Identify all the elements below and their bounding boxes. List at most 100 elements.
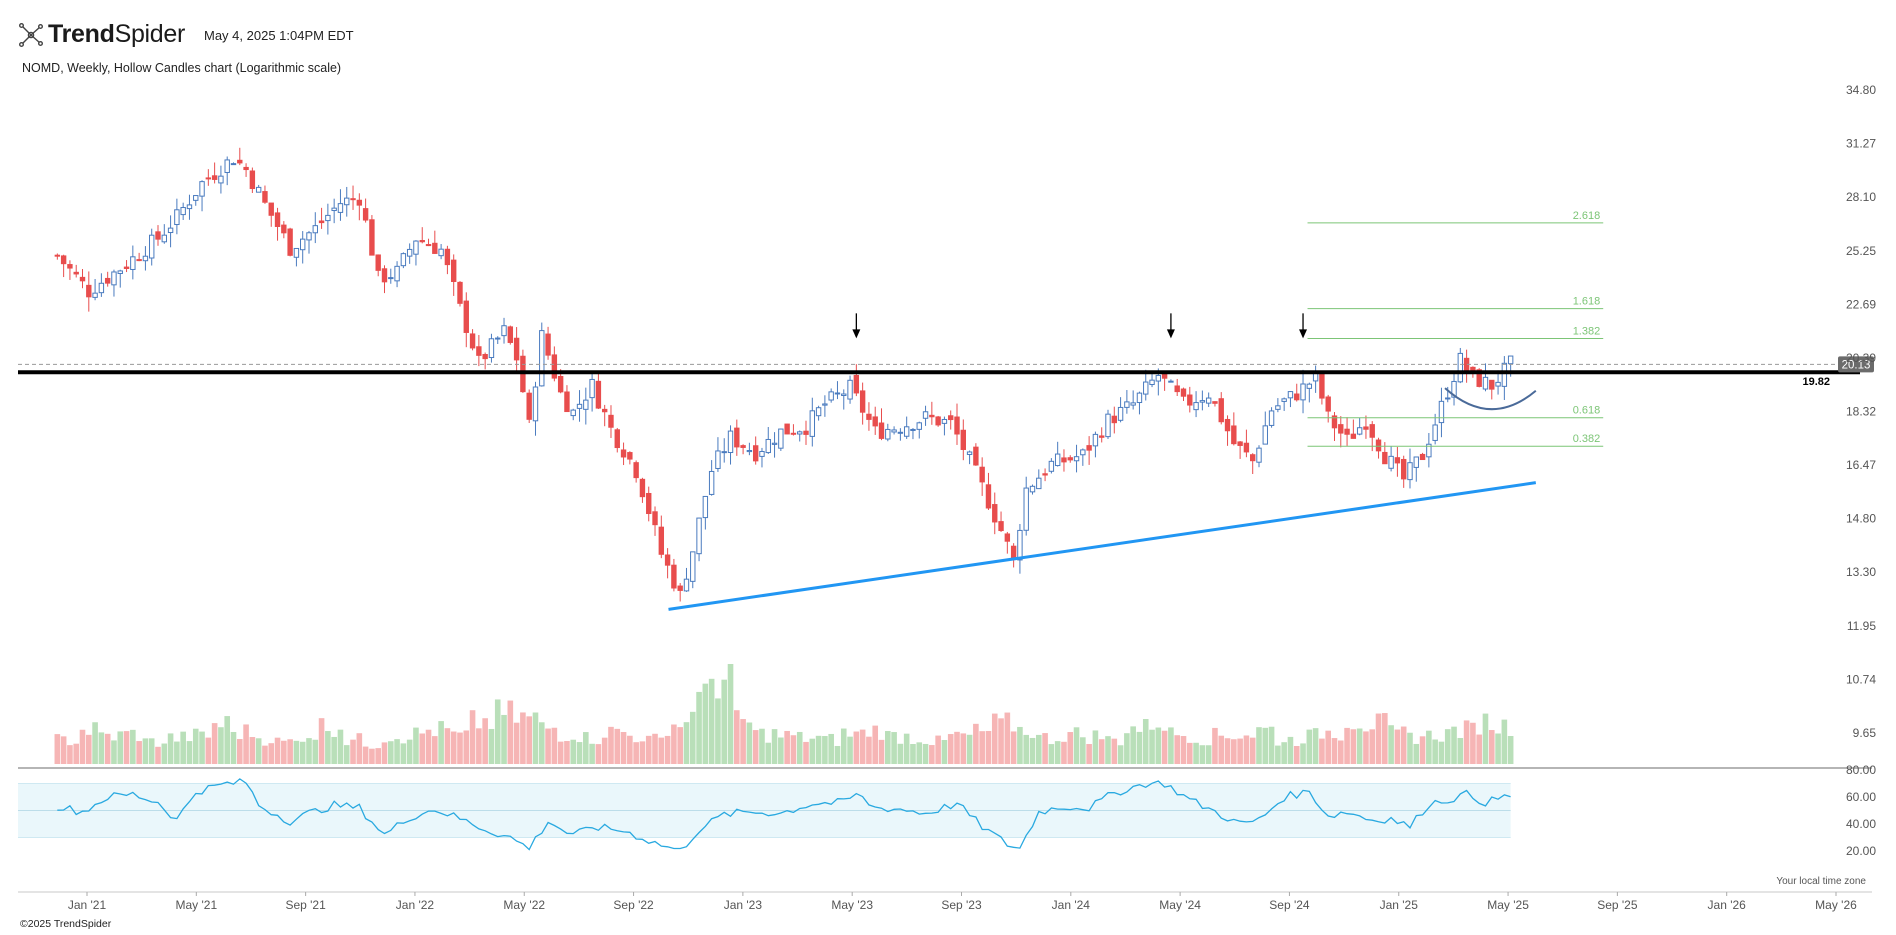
volume-bar xyxy=(1262,727,1269,764)
volume-bar xyxy=(1149,729,1155,764)
candle-body xyxy=(1054,453,1061,467)
candle-body xyxy=(916,422,922,430)
volume-bar xyxy=(1363,731,1369,764)
volume-bar xyxy=(1382,713,1388,764)
volume-bar xyxy=(935,735,941,764)
volume-bar xyxy=(872,725,879,764)
volume-bar xyxy=(400,743,407,764)
candle-body xyxy=(834,392,841,395)
candle-body xyxy=(891,429,897,433)
candle-body xyxy=(482,353,488,360)
volume-bar xyxy=(1035,734,1042,764)
volume-bar xyxy=(92,722,98,764)
volume-bar xyxy=(482,718,488,764)
volume-bar xyxy=(337,729,344,764)
candle-body xyxy=(1036,477,1042,490)
volume-bar xyxy=(79,729,86,764)
candle-body xyxy=(1300,383,1306,401)
candle-body xyxy=(149,234,155,259)
volume-bar xyxy=(1054,741,1061,764)
volume-bar xyxy=(1444,729,1451,764)
support-trendline xyxy=(668,481,1537,611)
candle-body xyxy=(186,204,193,210)
candle-body xyxy=(350,198,356,201)
candle-body xyxy=(136,259,142,262)
candle-body xyxy=(1275,405,1281,410)
last-price-label: 20.13 xyxy=(1842,359,1871,371)
candle-body xyxy=(1445,397,1451,400)
volume-bar xyxy=(356,733,363,764)
volume-bar xyxy=(809,738,816,764)
candle-body xyxy=(1155,374,1162,382)
volume-bar xyxy=(796,731,803,764)
candle-body xyxy=(300,238,306,251)
volume-bar xyxy=(1174,735,1181,764)
candle-body xyxy=(1256,447,1262,463)
volume-bar xyxy=(1281,742,1287,764)
volume-bar xyxy=(677,727,683,764)
volume-bar xyxy=(778,737,784,764)
candle-body xyxy=(885,428,891,440)
candle-body xyxy=(495,337,501,340)
volume-bar xyxy=(476,728,482,764)
volume-bar xyxy=(111,740,117,764)
fib-level-label: 0.618 xyxy=(1573,405,1601,417)
rsi-tick-label: 60.00 xyxy=(1846,790,1876,804)
volume-bar xyxy=(281,740,287,764)
candle-body xyxy=(1149,379,1155,386)
volume-bar xyxy=(369,748,375,764)
rounding-bottom-arc xyxy=(1444,387,1537,411)
candle-body xyxy=(935,416,941,426)
volume-bar xyxy=(1356,728,1363,764)
volume-bar xyxy=(1325,730,1331,764)
volume-bar xyxy=(67,745,73,764)
candle-body xyxy=(872,416,878,427)
volume-bar xyxy=(1193,742,1199,764)
candle-body xyxy=(356,199,363,206)
candle-body xyxy=(1413,456,1419,468)
candle-body xyxy=(237,159,243,164)
candle-body xyxy=(1268,410,1275,426)
volume-bar xyxy=(312,739,319,764)
volume-bar xyxy=(1224,738,1231,764)
candle-body xyxy=(583,399,589,410)
volume-bar xyxy=(148,738,155,764)
candle-body xyxy=(1237,441,1243,446)
candle-body xyxy=(551,354,558,379)
candle-body xyxy=(633,462,639,479)
volume-bar xyxy=(903,733,910,764)
volume-bar xyxy=(1117,745,1124,764)
volume-bar xyxy=(878,739,885,764)
volume-bar xyxy=(488,728,495,764)
candle-body xyxy=(948,415,954,421)
volume-bar xyxy=(274,737,281,764)
price-tick-label: 13.30 xyxy=(1846,565,1876,579)
candle-body xyxy=(1080,449,1086,456)
volume-bar xyxy=(1306,729,1313,764)
candle-body xyxy=(161,234,167,243)
candle-body xyxy=(274,212,281,227)
volume-bar xyxy=(1488,730,1495,764)
volume-bar xyxy=(205,737,212,764)
candle-body xyxy=(1067,457,1073,461)
candle-body xyxy=(318,220,325,224)
candle-body xyxy=(1394,457,1401,464)
candle-body xyxy=(155,231,161,240)
candle-body xyxy=(1017,529,1023,561)
candle-body xyxy=(1331,415,1338,429)
candle-body xyxy=(778,428,784,449)
candle-body xyxy=(765,438,771,454)
volume-bar xyxy=(432,736,438,764)
volume-bar xyxy=(1249,737,1256,764)
volume-bar xyxy=(790,735,797,764)
volume-bar xyxy=(979,731,985,764)
x-tick-label: Sep '25 xyxy=(1597,898,1638,912)
volume-bar xyxy=(1237,738,1243,764)
candle-body xyxy=(1388,455,1394,469)
volume-bar xyxy=(218,727,224,764)
volume-bar xyxy=(362,746,369,764)
volume-bar xyxy=(117,731,124,764)
candle-body xyxy=(746,450,753,453)
candle-body xyxy=(1224,418,1231,432)
